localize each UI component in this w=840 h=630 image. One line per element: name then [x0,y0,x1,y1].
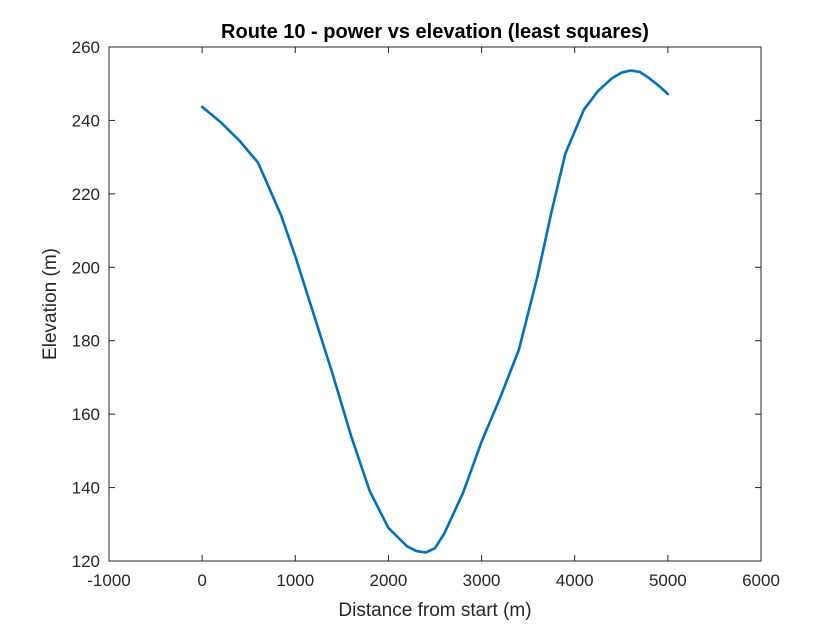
y-tick-label: 120 [72,552,100,571]
x-axis-label: Distance from start (m) [338,600,531,621]
y-tick-label: 260 [72,38,100,57]
x-tick-label: 5000 [649,571,687,590]
chart-title: Route 10 - power vs elevation (least squ… [221,21,649,43]
x-tick-label: 4000 [556,571,594,590]
y-tick-label: 200 [72,258,100,277]
x-tick-label: 3000 [463,571,501,590]
y-tick-label: 180 [72,332,100,351]
y-tick-label: 240 [72,111,100,130]
x-tick-label: -1000 [87,571,130,590]
y-axis-ticks: 120 140 160 180 200 220 240 260 [72,38,761,571]
x-axis-ticks: -1000 0 1000 2000 3000 4000 5000 6000 [87,47,780,590]
x-tick-label: 6000 [742,571,780,590]
x-tick-label: 0 [197,571,206,590]
series-line-1 [200,69,670,554]
series-layer [200,69,670,554]
axes-box [108,46,762,562]
x-tick-label: 1000 [276,571,314,590]
y-tick-label: 220 [72,185,100,204]
x-tick-label: 2000 [370,571,408,590]
y-tick-label: 160 [72,405,100,424]
y-tick-label: 140 [72,479,100,498]
y-axis-label: Elevation (m) [40,248,61,360]
plot-area [109,47,761,561]
